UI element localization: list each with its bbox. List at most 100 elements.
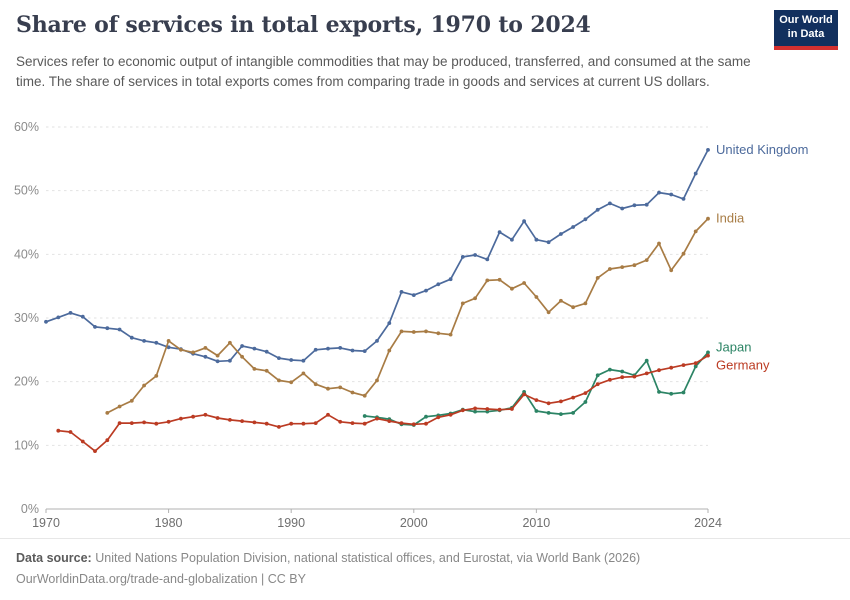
data-point-germany <box>681 363 686 367</box>
data-point-india <box>313 382 318 387</box>
y-axis-tick-label: 60% <box>14 120 39 134</box>
data-point-india <box>277 378 281 383</box>
data-point-germany <box>534 398 539 402</box>
data-point-india <box>571 305 575 310</box>
data-point-united-kingdom <box>362 349 367 353</box>
data-point-germany <box>522 392 526 397</box>
data-point-japan <box>595 373 600 378</box>
data-point-united-kingdom <box>534 237 539 242</box>
y-axis-tick-label: 50% <box>14 184 39 198</box>
data-point-germany <box>559 399 563 404</box>
data-point-india <box>191 350 196 355</box>
data-point-india <box>411 330 416 334</box>
data-point-india <box>595 276 600 280</box>
data-point-india <box>632 263 637 268</box>
data-point-india <box>681 251 686 256</box>
data-point-japan <box>485 409 490 414</box>
data-point-united-kingdom <box>313 347 318 352</box>
y-axis-tick-label: 40% <box>14 247 39 261</box>
data-point-united-kingdom <box>583 217 588 222</box>
data-point-india <box>105 411 110 415</box>
data-point-united-kingdom <box>693 171 698 176</box>
x-axis-tick-label: 1980 <box>155 516 183 530</box>
series-line-japan <box>363 351 709 426</box>
data-point-united-kingdom <box>595 207 600 212</box>
data-point-germany <box>546 401 551 406</box>
line-chart: 0% 10% 20% 30% 40% 50% 60% 1970 1980 1990 2000 2010… <box>14 120 809 530</box>
data-point-germany <box>326 412 330 417</box>
data-point-japan <box>608 367 612 372</box>
data-point-germany <box>313 421 318 425</box>
data-point-germany <box>632 374 637 379</box>
data-point-india <box>117 404 122 409</box>
data-point-japan <box>362 414 367 418</box>
data-point-united-kingdom <box>706 148 710 152</box>
data-point-germany <box>669 365 674 370</box>
x-axis-tick-label: 1970 <box>32 516 60 530</box>
data-point-india <box>129 398 134 403</box>
data-point-india <box>424 329 428 334</box>
data-point-united-kingdom <box>166 345 171 350</box>
data-point-united-kingdom <box>657 190 661 195</box>
data-source-label: Data source: <box>16 551 92 565</box>
data-point-united-kingdom <box>338 346 343 350</box>
data-point-india <box>387 348 392 353</box>
data-point-united-kingdom <box>301 358 306 363</box>
data-point-united-kingdom <box>326 346 330 351</box>
data-point-germany <box>191 414 196 419</box>
data-point-germany <box>203 412 208 417</box>
data-point-germany <box>179 416 183 421</box>
data-point-united-kingdom <box>142 339 147 343</box>
data-point-united-kingdom <box>448 277 453 282</box>
data-point-united-kingdom <box>460 255 465 259</box>
data-point-united-kingdom <box>289 358 294 362</box>
data-point-germany <box>93 449 97 453</box>
data-point-united-kingdom <box>608 201 612 206</box>
y-axis-tick-label: 0% <box>21 502 39 516</box>
data-point-india <box>497 277 502 282</box>
data-point-japan <box>706 350 710 355</box>
chart-footer: Data source: United Nations Population D… <box>0 538 850 600</box>
data-point-japan <box>644 358 649 363</box>
y-axis-tick-label: 20% <box>14 375 39 389</box>
data-point-india <box>460 301 465 306</box>
data-point-united-kingdom <box>252 346 257 351</box>
attribution-link[interactable]: OurWorldinData.org/trade-and-globalizati… <box>16 572 306 587</box>
data-point-united-kingdom <box>228 358 232 363</box>
data-point-india <box>620 265 625 269</box>
data-point-germany <box>215 416 220 420</box>
data-point-united-kingdom <box>387 321 392 325</box>
data-point-japan <box>559 412 563 416</box>
data-point-united-kingdom <box>411 293 416 297</box>
data-point-germany <box>228 418 232 422</box>
data-point-united-kingdom <box>264 349 269 354</box>
data-point-united-kingdom <box>497 230 502 234</box>
data-point-india <box>546 310 551 315</box>
data-point-japan <box>669 391 674 396</box>
data-point-germany <box>436 415 441 420</box>
data-point-india <box>179 347 183 352</box>
data-point-japan <box>657 390 661 394</box>
data-point-japan <box>424 414 428 419</box>
owid-logo[interactable]: Our World in Data <box>774 10 838 50</box>
data-point-japan <box>583 400 588 404</box>
data-point-united-kingdom <box>105 326 110 331</box>
data-point-india <box>154 374 159 378</box>
data-point-united-kingdom <box>644 202 649 207</box>
data-point-india <box>657 241 661 246</box>
data-point-germany <box>289 421 294 426</box>
data-point-japan <box>620 369 625 374</box>
data-point-united-kingdom <box>277 356 281 360</box>
x-axis-tick-label: 2024 <box>694 516 722 530</box>
data-point-united-kingdom <box>56 315 61 320</box>
series-label-germany: Germany <box>716 358 770 373</box>
data-point-germany <box>595 382 600 387</box>
data-point-india <box>485 278 490 283</box>
data-point-india <box>338 385 343 390</box>
data-point-united-kingdom <box>80 314 85 319</box>
data-point-india <box>534 295 539 299</box>
data-point-united-kingdom <box>117 327 122 332</box>
data-point-germany <box>571 395 575 400</box>
data-point-india <box>362 393 367 398</box>
series-label-india: India <box>716 211 745 226</box>
